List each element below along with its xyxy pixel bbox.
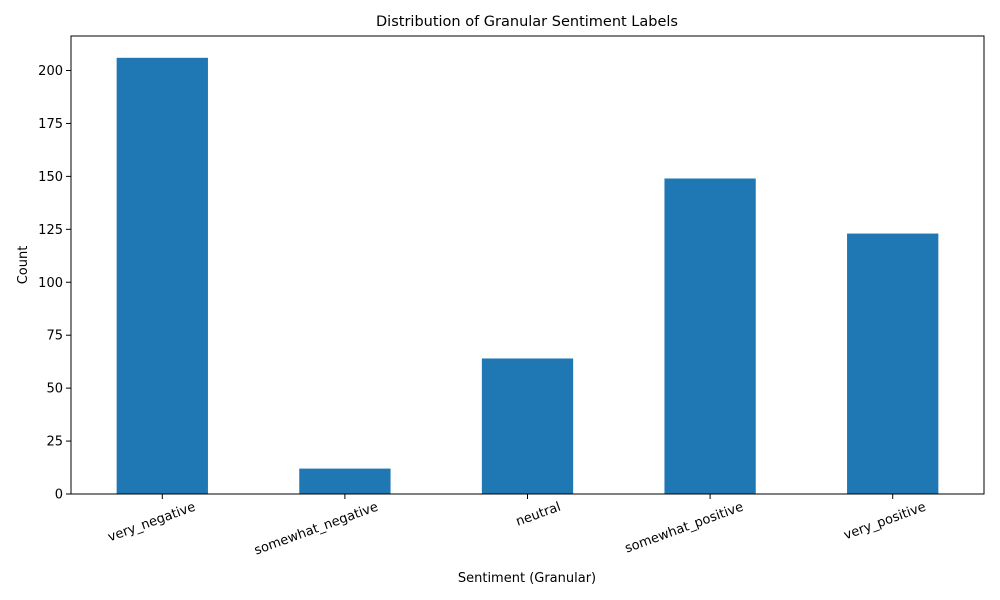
bar-somewhat_negative	[299, 468, 391, 494]
y-tick-label: 75	[46, 329, 63, 344]
x-tick-label: somewhat_negative	[252, 500, 380, 559]
x-axis-label: Sentiment (Granular)	[458, 571, 596, 586]
y-tick-label: 150	[38, 170, 63, 185]
bars-group	[116, 57, 939, 495]
y-axis: 0 25 50 75 100 125 150 175 200	[38, 64, 71, 503]
chart-title: Distribution of Granular Sentiment Label…	[376, 14, 678, 30]
bar-very_positive	[847, 233, 939, 495]
x-tick-label: very_positive	[842, 500, 928, 544]
bar-somewhat_positive	[664, 178, 756, 495]
x-tick-label: somewhat_positive	[623, 500, 745, 557]
x-tick-label: neutral	[514, 500, 563, 530]
y-tick-label: 175	[38, 117, 63, 132]
y-tick-label: 100	[38, 276, 63, 291]
y-tick-label: 50	[46, 382, 63, 397]
x-axis: very_negative somewhat_negative neutral som…	[106, 494, 928, 558]
bar-very_negative	[116, 57, 208, 495]
y-tick-label: 200	[38, 64, 63, 79]
plot-frame	[70, 35, 985, 495]
x-tick-label: very_negative	[106, 500, 198, 546]
bar-neutral	[481, 358, 574, 494]
y-tick-label: 25	[46, 435, 63, 450]
y-axis-label: Count	[16, 246, 31, 285]
y-tick-label: 0	[55, 488, 63, 503]
y-tick-label: 125	[38, 223, 63, 238]
